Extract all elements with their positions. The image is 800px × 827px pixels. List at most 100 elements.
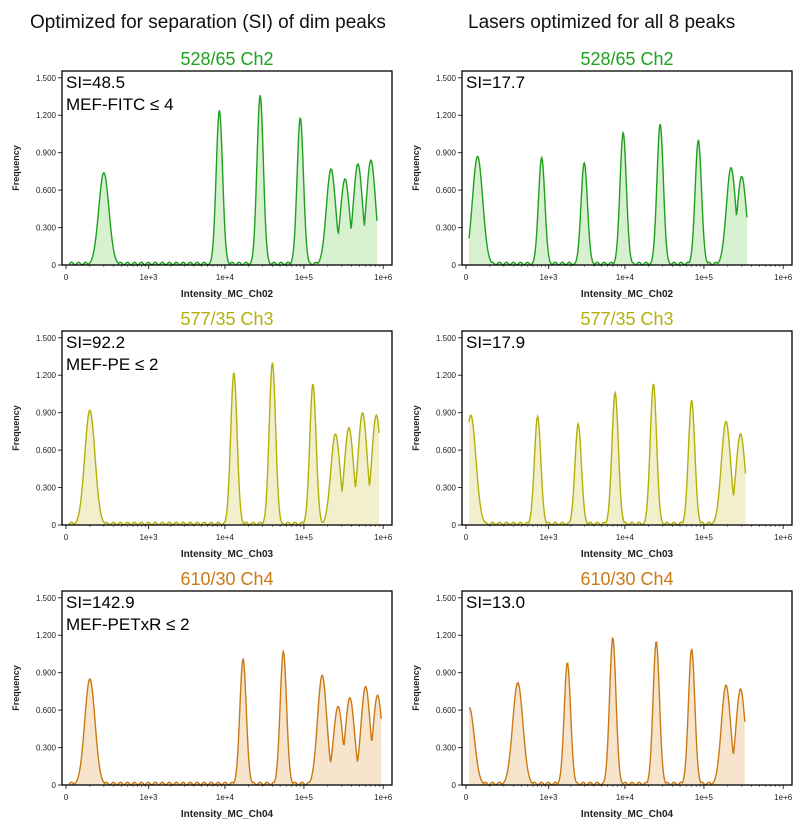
chart-group: 610/30 Ch4 Frequency 0 0.300 0.600 0.900 1.200…: [411, 569, 793, 820]
x-tick-label: 1e+5: [695, 533, 714, 542]
x-tick-label: 0: [464, 533, 469, 542]
histogram-line: [68, 648, 382, 786]
annotation-line: MEF-FITC ≤ 4: [66, 95, 174, 114]
x-tick-label: 1e+6: [774, 533, 793, 542]
chart-group: 577/35 Ch3 Frequency 0 0.300 0.600 0.900 1.200…: [11, 309, 393, 560]
y-axis-label: Frequency: [11, 405, 21, 451]
plot-frame: [461, 70, 793, 266]
histogram-line: [68, 361, 380, 526]
chart-title: 528/65 Ch2: [580, 49, 673, 69]
x-tick-label: 1e+5: [695, 793, 714, 802]
y-tick-label: 0.600: [436, 186, 457, 195]
y-tick-label: 0: [52, 521, 57, 530]
chart-group: 528/65 Ch2 Frequency 0 0.300 0.600 0.900 1.200…: [11, 49, 393, 300]
plot-frame: [461, 330, 793, 526]
x-axis-label: Intensity_MC_Ch04: [581, 809, 674, 820]
x-axis-label: Intensity_MC_Ch04: [181, 809, 274, 820]
y-tick-label: 1.500: [36, 594, 57, 603]
column-header-left: Optimized for separation (SI) of dim pea…: [30, 12, 386, 33]
x-axis-label: Intensity_MC_Ch03: [581, 549, 674, 560]
histogram-ch4-dim-peaks: 610/30 Ch4 Frequency 0 0.300 0.600 0.900 1.200…: [11, 569, 393, 820]
x-tick-label: 0: [464, 273, 469, 282]
y-tick-label: 0.300: [436, 484, 457, 493]
x-tick-label: 1e+4: [616, 793, 635, 802]
x-tick-label: 1e+6: [374, 273, 393, 282]
x-tick-label: 1e+4: [216, 533, 235, 542]
x-tick-label: 0: [64, 533, 69, 542]
y-tick-label: 0.600: [36, 446, 57, 455]
x-tick-label: 1e+3: [540, 533, 559, 542]
annotation-line: SI=17.9: [466, 333, 525, 352]
y-tick-label: 1.200: [436, 371, 457, 380]
x-tick-label: 1e+5: [295, 533, 314, 542]
x-tick-label: 1e+4: [616, 533, 635, 542]
x-tick-label: 1e+4: [216, 273, 235, 282]
y-axis-label: Frequency: [411, 665, 421, 711]
y-tick-label: 0.900: [36, 409, 57, 418]
y-tick-label: 0: [52, 261, 57, 270]
y-tick-label: 1.500: [436, 334, 457, 343]
plot-frame: [461, 590, 793, 786]
x-tick-label: 1e+5: [295, 273, 314, 282]
y-tick-label: 0.300: [436, 744, 457, 753]
y-tick-label: 0.600: [436, 446, 457, 455]
x-tick-label: 1e+4: [216, 793, 235, 802]
y-tick-label: 0: [452, 261, 457, 270]
x-tick-label: 1e+3: [140, 273, 159, 282]
y-axis-label: Frequency: [411, 405, 421, 451]
chart-title: 577/35 Ch3: [180, 309, 273, 329]
x-tick-label: 1e+6: [774, 793, 793, 802]
annotation-line: SI=92.2: [66, 333, 125, 352]
y-tick-label: 0.900: [436, 149, 457, 158]
chart-title: 610/30 Ch4: [180, 569, 273, 589]
chart-group: 610/30 Ch4 Frequency 0 0.300 0.600 0.900 1.200…: [11, 569, 393, 820]
x-tick-label: 1e+5: [695, 273, 714, 282]
x-tick-label: 1e+4: [616, 273, 635, 282]
annotation-line: SI=17.7: [466, 73, 525, 92]
x-axis-label: Intensity_MC_Ch02: [581, 289, 674, 300]
x-tick-label: 1e+3: [540, 793, 559, 802]
x-tick-label: 1e+6: [774, 273, 793, 282]
y-tick-label: 0.900: [436, 669, 457, 678]
histogram-line: [68, 95, 378, 266]
x-tick-label: 1e+3: [140, 533, 159, 542]
chart-title: 528/65 Ch2: [180, 49, 273, 69]
x-axis-label: Intensity_MC_Ch03: [181, 549, 274, 560]
histogram-line: [468, 383, 747, 526]
x-tick-label: 1e+3: [540, 273, 559, 282]
histogram-line: [468, 123, 748, 266]
x-tick-label: 1e+5: [295, 793, 314, 802]
y-tick-label: 0: [52, 781, 57, 790]
annotation-line: MEF-PETxR ≤ 2: [66, 615, 190, 634]
y-tick-label: 0.900: [36, 149, 57, 158]
y-tick-label: 0.600: [36, 706, 57, 715]
column-header-right: Lasers optimized for all 8 peaks: [468, 12, 736, 33]
annotation-line: MEF-PE ≤ 2: [66, 355, 158, 374]
y-tick-label: 0.300: [36, 484, 57, 493]
y-tick-label: 1.200: [36, 111, 57, 120]
chart-group: 577/35 Ch3 Frequency 0 0.300 0.600 0.900 1.200…: [411, 309, 793, 560]
histogram-line: [468, 636, 746, 786]
y-tick-label: 1.500: [36, 334, 57, 343]
y-tick-label: 1.500: [36, 74, 57, 83]
histogram-area: [69, 95, 377, 265]
x-tick-label: 0: [64, 793, 69, 802]
annotation-line: SI=48.5: [66, 73, 125, 92]
histogram-area: [69, 651, 382, 785]
y-tick-label: 1.500: [436, 594, 457, 603]
histogram-ch4-all-peaks: 610/30 Ch4 Frequency 0 0.300 0.600 0.900 1.200…: [411, 569, 793, 820]
x-tick-label: 0: [64, 273, 69, 282]
plot-frame: [61, 330, 393, 526]
x-tick-label: 1e+3: [140, 793, 159, 802]
annotation-line: SI=142.9: [66, 593, 135, 612]
y-tick-label: 0.600: [36, 186, 57, 195]
y-tick-label: 0.300: [36, 224, 57, 233]
histogram-ch2-all-peaks: 528/65 Ch2 Frequency 0 0.300 0.600 0.900 1.200…: [411, 49, 793, 300]
plot-frame: [61, 590, 393, 786]
chart-title: 577/35 Ch3: [580, 309, 673, 329]
y-axis-label: Frequency: [411, 145, 421, 191]
x-tick-label: 0: [464, 793, 469, 802]
y-tick-label: 1.200: [436, 111, 457, 120]
y-tick-label: 0.900: [436, 409, 457, 418]
plot-frame: [61, 70, 393, 266]
